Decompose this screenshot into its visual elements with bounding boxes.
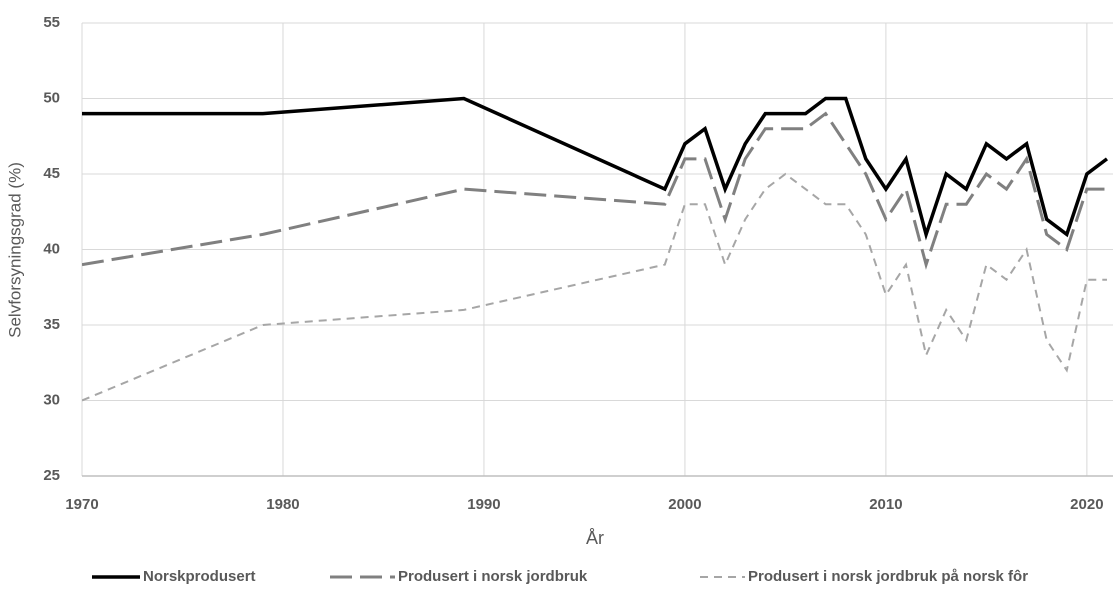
- legend-label: Norskprodusert: [143, 568, 256, 585]
- x-tick-label: 1970: [65, 496, 98, 513]
- legend-label: Produsert i norsk jordbruk på norsk fôr: [748, 568, 1028, 585]
- x-tick-label: 1990: [467, 496, 500, 513]
- plot-area: [82, 96, 1109, 402]
- x-axis-label: År: [586, 528, 604, 548]
- series-line: [82, 111, 1107, 270]
- series-line: [82, 172, 1107, 402]
- x-tick-label: 2000: [668, 496, 701, 513]
- x-tick-label: 1980: [266, 496, 299, 513]
- y-tick-label: 40: [43, 240, 60, 257]
- x-tick-label: 2020: [1070, 496, 1103, 513]
- x-tick-label: 2010: [869, 496, 902, 513]
- y-tick-label: 30: [43, 391, 60, 408]
- y-tick-label: 50: [43, 89, 60, 106]
- y-tick-label: 35: [43, 316, 60, 333]
- y-tick-label: 25: [43, 467, 60, 484]
- y-tick-label: 55: [43, 14, 60, 31]
- y-tick-label: 45: [43, 165, 60, 182]
- series-line: [82, 96, 1109, 241]
- legend-label: Produsert i norsk jordbruk: [398, 568, 588, 585]
- y-axis-label: Selvforsyningsgrad (%): [5, 162, 24, 338]
